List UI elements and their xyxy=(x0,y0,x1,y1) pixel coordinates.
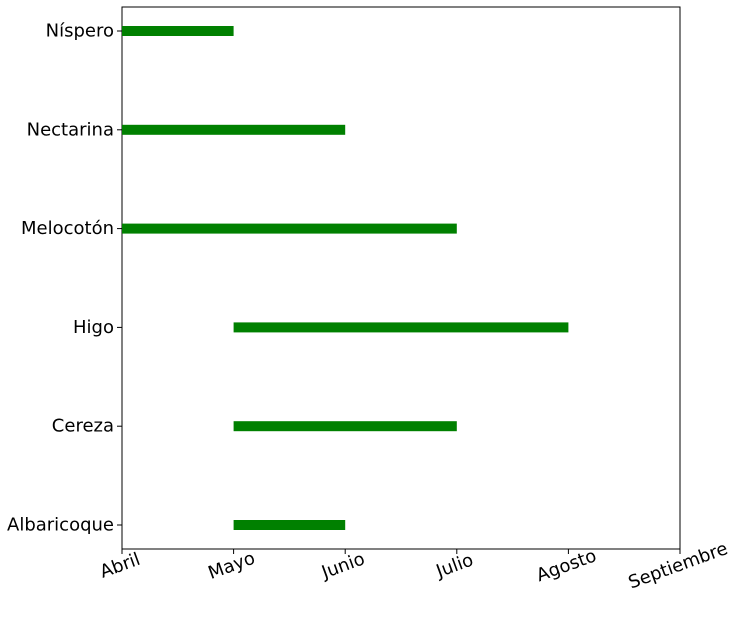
bar-series xyxy=(122,26,569,530)
bar-níspero xyxy=(122,26,234,36)
y-tick-label: Albaricoque xyxy=(7,515,114,536)
bar-higo xyxy=(233,322,569,333)
x-tick-label: Julio xyxy=(433,550,477,583)
x-tick-label: Mayo xyxy=(205,548,258,584)
y-tick-label: Higo xyxy=(73,317,114,338)
bar-cereza xyxy=(233,421,457,432)
y-tick-label: Cereza xyxy=(52,416,114,437)
y-tick-label: Melocotón xyxy=(21,218,114,239)
plot-area xyxy=(121,6,681,550)
x-tick-label: Agosto xyxy=(534,545,600,586)
bar-albaricoque xyxy=(233,520,346,530)
x-tick-label: Abril xyxy=(97,549,143,583)
x-tick-label: Junio xyxy=(318,548,368,583)
bar-nectarina xyxy=(122,124,346,135)
y-axis: Albaricoque Cereza Higo Melocotón Nectarina N… xyxy=(7,21,122,536)
y-tick-label: Níspero xyxy=(46,21,114,42)
bar-melocotón xyxy=(122,223,457,234)
y-tick-label: Nectarina xyxy=(27,119,114,140)
